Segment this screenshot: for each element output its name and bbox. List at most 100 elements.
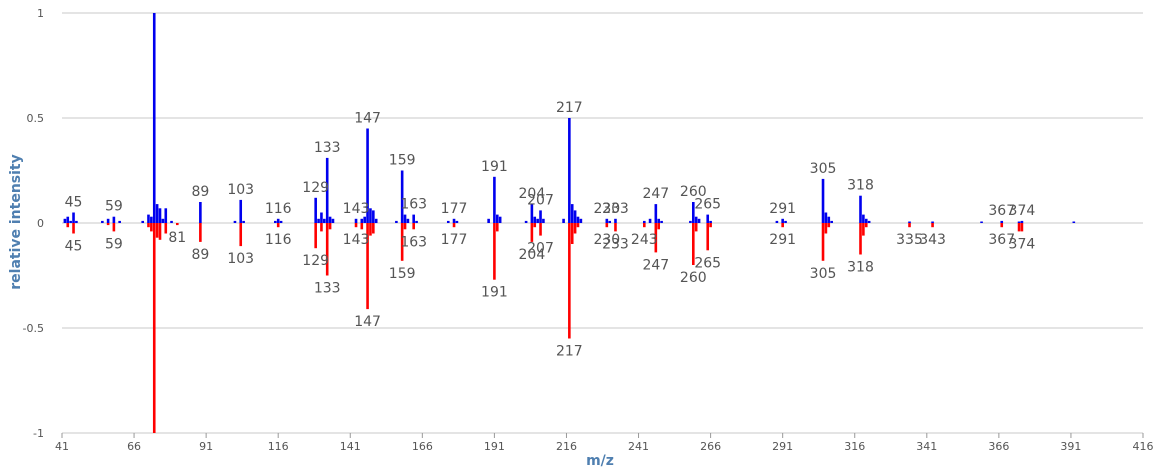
top-peak-bar <box>403 214 407 223</box>
top-peak-bar <box>542 218 545 223</box>
bottom-peak-bar <box>199 223 202 242</box>
bottom-peak-bar <box>314 223 317 249</box>
top-peak-bar <box>487 218 490 223</box>
x-tick-label: 91 <box>199 440 213 453</box>
x-tick-label: 241 <box>628 440 649 453</box>
bottom-peak-bar <box>412 223 415 230</box>
top-peak-label: 233 <box>602 201 629 217</box>
x-tick-label: 416 <box>1133 440 1154 453</box>
top-peak-label: 305 <box>810 161 837 177</box>
top-peak-bar <box>706 214 710 223</box>
bottom-peak-label: 343 <box>919 232 946 248</box>
top-peak-bar <box>452 218 456 223</box>
y-tick-label: -0.5 <box>23 322 44 335</box>
top-peak-bar <box>320 212 323 223</box>
bottom-peak-bar <box>576 223 580 228</box>
top-peak-label: 230 <box>593 201 620 217</box>
top-peak-bar <box>101 220 104 223</box>
top-peak-bar <box>106 218 110 223</box>
bottom-peak-bar <box>66 223 70 228</box>
x-tick-label: 116 <box>268 440 289 453</box>
top-peak-bar <box>412 214 415 223</box>
bottom-peak-bar <box>276 223 280 228</box>
top-peak-bar <box>864 218 868 223</box>
top-peak-bar <box>66 216 70 223</box>
bottom-peak-bar <box>403 223 407 230</box>
bottom-peak-bar <box>360 223 364 230</box>
top-peak-bar <box>859 195 862 223</box>
x-axis-title: m/z <box>586 453 614 469</box>
top-peak-label: 204 <box>519 186 546 202</box>
top-peak-bar <box>446 220 450 223</box>
top-peak-bar <box>694 216 698 223</box>
top-peak-bar <box>654 204 658 223</box>
top-peak-bar <box>155 204 159 223</box>
bottom-peak-bar <box>354 223 358 228</box>
top-peak-bar <box>372 210 375 223</box>
grid-lines <box>62 12 1143 434</box>
top-peak-bar <box>657 218 661 223</box>
top-peak-bar <box>69 220 72 223</box>
bottom-peak-bar <box>72 223 75 234</box>
bottom-peak-bar <box>150 223 153 232</box>
top-peak-bar <box>862 214 865 223</box>
top-peak-label: 207 <box>527 192 554 208</box>
bottom-peak-label: 318 <box>847 260 874 276</box>
bottom-peak-bar <box>1000 223 1004 228</box>
top-peak-bar <box>568 118 571 223</box>
top-peak-label: 177 <box>441 201 468 217</box>
top-peak-label: 116 <box>265 201 292 217</box>
bottom-peak-label: 207 <box>527 241 554 257</box>
bottom-peak-label: 159 <box>389 266 416 282</box>
bottom-peak-label: 374 <box>1009 236 1036 252</box>
x-tick-label: 291 <box>772 440 793 453</box>
y-tick-label: 1 <box>37 7 44 20</box>
bottom-peak-bar <box>862 223 865 236</box>
y-axis-title: relative intensity <box>8 154 24 290</box>
top-peak-bar <box>328 216 332 223</box>
bottom-peak-bar <box>573 223 577 234</box>
y-tick-label: 0.5 <box>27 112 45 125</box>
bottom-peak-bar <box>164 223 168 234</box>
bottom-peak-bar <box>824 223 828 234</box>
top-peak-bar <box>164 208 168 223</box>
y-tick-label: -1 <box>33 427 44 440</box>
top-peak-label: 159 <box>389 153 416 169</box>
top-peak-label: 191 <box>481 159 508 175</box>
x-tick-label: 316 <box>844 440 865 453</box>
bottom-peak-label: 89 <box>191 247 209 263</box>
top-peak-bar <box>276 218 280 223</box>
bottom-peak-bar <box>709 223 712 228</box>
bottom-peak-bar <box>106 223 110 226</box>
bottom-peak-label: 217 <box>556 344 583 360</box>
top-peak-bar <box>360 218 364 223</box>
top-peak-label: 291 <box>769 201 796 217</box>
top-peak-label: 265 <box>694 197 721 213</box>
top-peak-bar <box>495 214 499 223</box>
top-peak-bar <box>199 202 202 223</box>
top-peak-bar <box>493 176 496 223</box>
top-peak-label: 89 <box>191 184 209 200</box>
top-peak-label: 129 <box>302 180 329 196</box>
bottom-peak-label: 133 <box>314 281 341 297</box>
top-peak-bar <box>147 214 150 223</box>
top-peak-bar <box>775 220 779 223</box>
bottom-peak-bar <box>533 223 537 228</box>
bottom-peak-bar <box>781 223 784 228</box>
top-peak-bar <box>533 216 537 223</box>
top-peak-bar <box>1072 221 1076 223</box>
top-peak-bar <box>498 216 502 223</box>
top-peak-bar <box>152 13 156 223</box>
top-peak-bar <box>579 218 583 223</box>
top-peak-bar <box>279 220 283 223</box>
top-peak-label: 217 <box>556 100 583 116</box>
bottom-peak-label: 116 <box>265 232 292 248</box>
bottom-peak-bar <box>400 223 404 261</box>
bottom-peak-bar <box>568 223 571 339</box>
bottom-peak-label: 59 <box>105 236 123 252</box>
top-peak-bar <box>406 218 410 223</box>
x-tick-label: 141 <box>340 440 361 453</box>
top-peak-bar <box>576 216 580 223</box>
top-peak-bar <box>830 220 833 223</box>
bottom-peak-label: 367 <box>988 232 1015 248</box>
